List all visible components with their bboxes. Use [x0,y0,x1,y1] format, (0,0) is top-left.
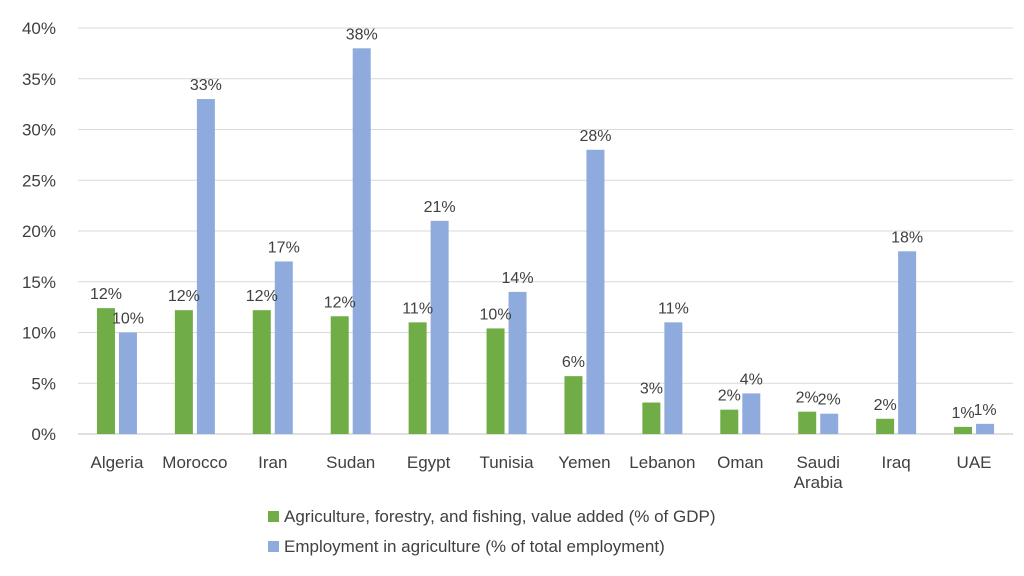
bar-employment-share [508,291,527,434]
category-label: Oman [717,453,763,472]
bar-employment-share [352,48,371,435]
bar-employment-share [430,220,449,434]
category-label: Morocco [162,453,227,472]
data-label: 11% [402,300,433,317]
data-label: 2% [796,390,819,407]
legend-entry: Employment in agriculture (% of total em… [284,537,665,556]
data-labels: 12% 10% 12% 33% 12% 17% 12% 38% 11% 21% 10% 14% 6% 28… [90,26,997,422]
bar-gdp-share [642,402,661,434]
y-tick-label: 35% [22,70,56,89]
category-label: Yemen [558,453,610,472]
y-tick-label: 15% [22,273,56,292]
bar-employment-share [274,261,293,434]
category-label: Iraq [881,453,910,472]
data-label: 17% [268,239,300,256]
data-label: 18% [891,229,923,246]
bar-gdp-share [252,310,271,434]
bar-gdp-share [798,411,817,434]
gridlines [78,27,1013,435]
data-label: 3% [640,381,663,398]
bar-gdp-share [408,322,427,434]
legend-swatch [268,541,279,552]
data-label: 28% [579,128,611,145]
y-tick-label: 20% [22,222,56,241]
bar-gdp-share [876,418,895,434]
data-label: 10% [480,306,512,323]
bar-gdp-share [330,316,349,434]
data-label: 14% [502,270,534,287]
y-axis-ticks: 0% 5% 10% 15% 20% 25% 30% 35% 40% [22,19,56,444]
category-label: UAE [957,453,992,472]
data-label: 12% [324,294,356,311]
legend: Agriculture, forestry, and fishing, valu… [268,507,716,556]
data-label: 12% [168,288,200,305]
bar-employment-share [898,251,917,434]
data-label: 6% [562,354,585,371]
data-label: 2% [818,392,841,409]
bar-gdp-share [96,308,115,434]
bar-employment-share [196,99,215,435]
y-tick-label: 0% [31,425,56,444]
bar-employment-share [976,423,995,434]
category-label: Sudan [326,453,375,472]
data-label: 38% [346,26,378,43]
data-label: 11% [658,300,689,317]
category-labels: Algeria Morocco Iran Sudan Egypt Tunisia Yemen… [90,453,991,492]
bar-employment-share [664,322,683,434]
y-tick-label: 30% [22,121,56,140]
data-label: 12% [90,286,122,303]
data-label: 10% [112,311,144,328]
y-tick-label: 40% [22,19,56,38]
y-tick-label: 10% [22,324,56,343]
bar-employment-share [586,149,605,435]
data-label: 1% [973,402,996,419]
bar-employment-share [820,413,839,434]
bar-gdp-share [564,376,583,434]
category-label: Saudi Arabia [794,453,844,492]
category-label: Lebanon [629,453,695,472]
category-label: Tunisia [479,453,534,472]
legend-entry: Agriculture, forestry, and fishing, valu… [284,507,716,526]
legend-swatch [268,511,279,522]
data-label: 4% [740,371,763,388]
data-label: 12% [246,288,278,305]
y-tick-label: 5% [31,374,56,393]
bar-gdp-share [954,426,973,434]
data-label: 2% [718,388,741,405]
data-label: 1% [951,405,974,422]
data-label: 2% [874,397,897,414]
bars [96,48,995,435]
bar-employment-share [118,332,137,434]
bar-employment-share [742,393,761,434]
bar-gdp-share [174,310,193,434]
data-label: 21% [424,199,456,216]
data-label: 33% [190,77,222,94]
category-label: Egypt [407,453,451,472]
category-label: Algeria [90,453,143,472]
y-tick-label: 25% [22,171,56,190]
category-label: Iran [258,453,287,472]
bar-gdp-share [486,328,505,434]
bar-gdp-share [720,409,739,434]
